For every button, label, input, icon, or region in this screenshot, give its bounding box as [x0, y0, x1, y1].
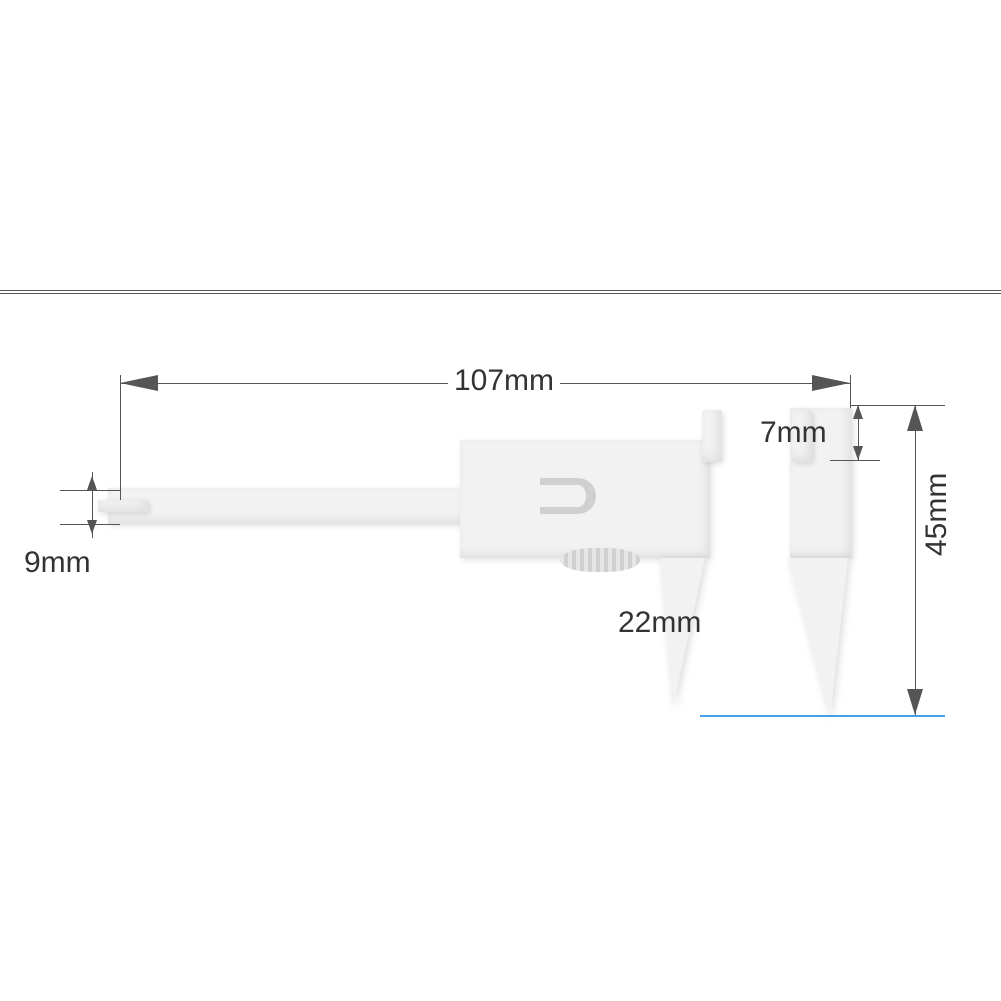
arrow-right-icon — [812, 375, 850, 391]
dim-label-upper-jaw: 7mm — [760, 416, 827, 450]
top-double-rule — [0, 290, 1001, 294]
arrow-down-icon — [853, 446, 863, 460]
guide-line — [120, 375, 121, 500]
arrow-down-icon — [907, 689, 923, 715]
arrow-left-icon — [120, 375, 158, 391]
guide-line — [850, 405, 945, 406]
dim-label-length: 107mm — [448, 364, 560, 398]
caliper-upper-jaw-left — [702, 410, 722, 462]
guide-line — [850, 375, 851, 408]
dim-label-lower-jaw: 22mm — [618, 606, 701, 640]
arrow-up-icon — [907, 405, 923, 431]
dim-line-total-height — [915, 405, 916, 715]
caliper-thumb-wheel — [560, 548, 640, 572]
guide-line — [830, 460, 880, 461]
arrow-up-icon — [853, 405, 863, 419]
caliper-lower-jaw-right — [788, 558, 848, 718]
caliper-rail — [108, 488, 518, 524]
caliper-depth-probe — [98, 500, 148, 512]
guide-line — [700, 715, 945, 717]
arrow-down-icon — [87, 520, 97, 534]
diagram-canvas: 107mm 45mm 7mm 9mm 22mm — [0, 0, 1001, 1001]
dim-label-total-height: 45mm — [920, 473, 954, 556]
caliper-lock-slot — [540, 478, 596, 514]
dim-label-rail: 9mm — [24, 546, 91, 580]
arrow-up-icon — [87, 476, 97, 490]
guide-line — [60, 490, 120, 491]
